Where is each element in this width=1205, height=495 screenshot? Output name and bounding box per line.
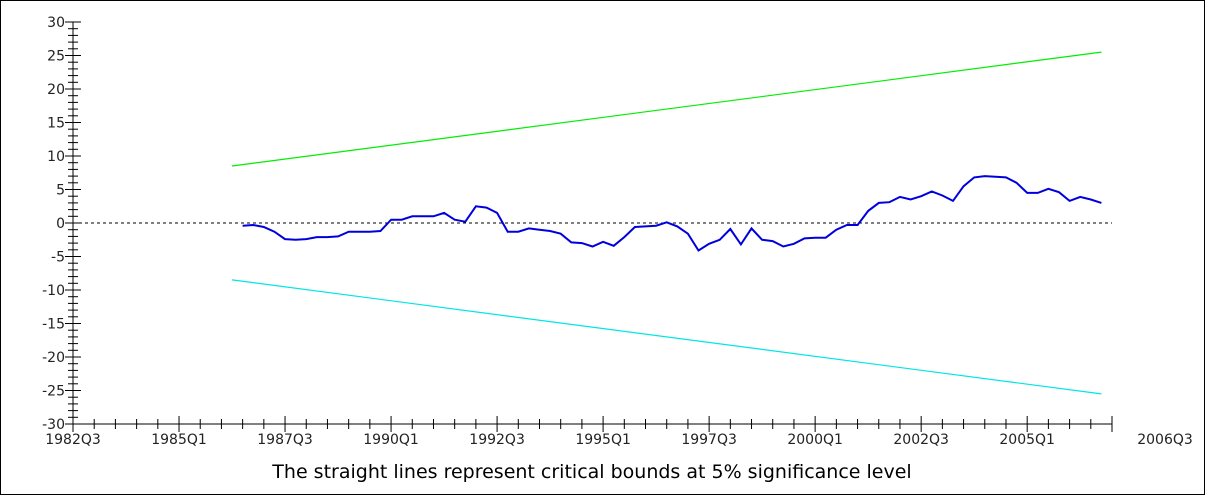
x-tick-label: 2005Q1 [999,432,1055,448]
x-tick-label: 2000Q1 [787,432,843,448]
y-tick-label: 20 [47,82,65,98]
cusum-line [242,175,1102,252]
x-tick-label: 1997Q3 [681,432,737,448]
y-tick-label: -10 [42,283,65,299]
y-tick-label: -30 [42,417,65,433]
y-tick-label: -20 [42,350,65,366]
x-tick-label: 1985Q1 [151,432,207,448]
y-tick-label: -15 [42,317,65,333]
x-tick-label: 1990Q1 [363,432,419,448]
y-tick-label: 5 [56,183,65,199]
x-tick-label: 1992Q3 [469,432,525,448]
x-axis: 1982Q3 1985Q1 1987Q3 1990Q1 1992Q3 1995Q1 1997… [45,416,1193,448]
x-tick-label: 1995Q1 [575,432,631,448]
series-lines [73,51,1112,395]
y-tick-label: -25 [42,384,65,400]
y-tick-label: 15 [47,116,65,132]
x-tick-label: 1987Q3 [257,432,313,448]
chart-caption: The straight lines represent critical bo… [271,461,911,483]
y-tick-label: 25 [47,49,65,65]
y-tick-label: -5 [51,250,65,266]
y-tick-label: 0 [56,216,65,232]
lower-bound-line [231,279,1102,395]
x-tick-label: 2006Q3 [1137,432,1193,448]
x-tick-label: 2002Q3 [893,432,949,448]
y-tick-label: 30 [47,15,65,31]
y-axis: 30 25 20 15 10 5 0 -5 -10 -15 -20 -25 -30 [42,15,81,433]
upper-bound-line [231,51,1102,167]
x-tick-label: 1982Q3 [45,432,101,448]
y-tick-label: 10 [47,149,65,165]
